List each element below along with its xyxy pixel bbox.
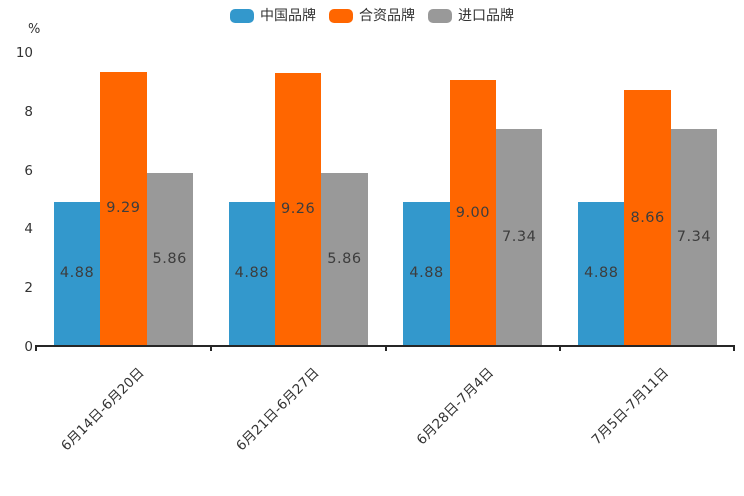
plot-area: 4.88 9.29 5.86 4.88 9.26 5.86 4.88 9.00 7.34 4.88… [35,53,735,351]
bar-value-label: 5.86 [152,250,187,267]
bar-value-label: 9.00 [455,204,491,221]
x-axis-tick-mark [733,345,735,351]
bar-series-1-group-0[interactable]: 9.29 [100,71,147,345]
y-axis-tick-label: 10 [15,45,33,61]
legend-label: 进口品牌 [458,8,514,24]
legend-swatch-icon [428,9,452,23]
bar-value-label: 4.88 [584,265,619,282]
y-axis-tick-label: 8 [24,103,33,120]
bar-series-2-group-2[interactable]: 7.34 [496,129,543,345]
legend-item-series-1[interactable]: 合资品牌 [329,9,415,23]
bar-value-label: 4.88 [409,265,444,282]
bar-series-2-group-0[interactable]: 5.86 [146,172,193,345]
bar-series-1-group-1[interactable]: 9.26 [274,72,322,345]
legend-label: 合资品牌 [359,8,415,24]
bar-value-label: 7.34 [502,229,537,246]
y-axis-tick-label: 0 [24,339,33,355]
bar-value-label: 9.26 [280,200,316,217]
bar-value-label: 4.88 [234,265,269,282]
x-axis-category-label: 6月21日-6月27日 [232,364,323,455]
legend-label: 中国品牌 [260,8,316,24]
x-axis-tick-mark [209,345,212,351]
x-axis-category-labels: 6月14日-6月20日 6月21日-6月27日 6月28日-7月4日 7月5日-7月1… [36,360,735,490]
x-axis-category-label: 6月14日-6月20日 [58,364,148,455]
legend-item-series-2[interactable]: 进口品牌 [428,9,514,23]
y-axis-unit-label: % [28,22,41,37]
y-axis-tick-labels: 0 2 4 6 8 10 [0,45,33,355]
x-axis-category-label: 6月28日-7月4日 [413,364,498,449]
x-axis-tick-mark [384,345,387,351]
bar-value-label: 9.29 [106,200,141,217]
bar-series-0-group-3[interactable]: 4.88 [578,201,625,345]
y-axis-tick-label: 6 [24,162,33,179]
bar-value-label: 5.86 [327,250,362,267]
y-axis-tick-label: 4 [24,221,33,238]
y-axis-tick-label: 2 [24,280,33,297]
x-axis-category-label: 7月5日-7月11日 [588,364,672,449]
bar-series-2-group-1[interactable]: 5.86 [321,172,368,345]
legend: 中国品牌 合资品牌 进口品牌 [0,9,744,23]
bar-series-0-group-2[interactable]: 4.88 [403,201,450,345]
legend-item-series-0[interactable]: 中国品牌 [230,9,316,23]
bar-series-1-group-2[interactable]: 9.00 [449,80,497,345]
x-axis-tick-mark [559,345,562,351]
bar-series-0-group-1[interactable]: 4.88 [228,201,275,345]
bar-value-label: 7.34 [676,229,712,246]
bar-series-2-group-3[interactable]: 7.34 [670,129,718,345]
legend-swatch-icon [329,9,353,23]
bar-series-1-group-3[interactable]: 8.66 [624,90,671,345]
bar-value-label: 4.88 [59,265,95,282]
x-axis-tick-mark [35,345,37,351]
legend-swatch-icon [230,9,254,23]
bar-value-label: 8.66 [630,209,665,226]
bar-series-0-group-0[interactable]: 4.88 [53,201,101,345]
